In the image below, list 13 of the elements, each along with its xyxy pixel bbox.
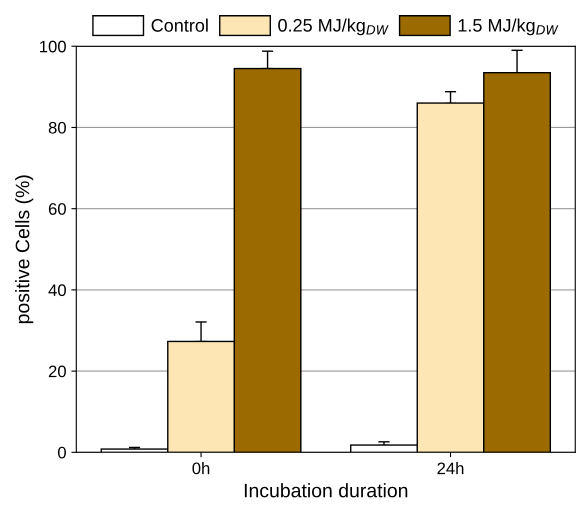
legend-label: 1.5 MJ/kg$_{DW}$ <box>458 18 558 36</box>
x-axis-title: Incubation duration <box>244 483 408 498</box>
x-tick-label: 24h <box>437 462 464 474</box>
y-axis-title: positive Cells (%) <box>15 175 34 324</box>
y-tick-label: 80 <box>48 122 66 134</box>
y-tick-label: 100 <box>40 40 66 52</box>
legend-label: Control <box>152 18 208 32</box>
y-tick-label: 0 <box>58 446 66 459</box>
x-tick-label: 0h <box>192 462 210 474</box>
y-tick-label: 60 <box>48 203 66 215</box>
y-tick-label: 20 <box>48 366 66 378</box>
legend-label: 0.25 MJ/kg$_{DW}$ <box>278 18 389 36</box>
y-tick-label: 40 <box>48 284 66 296</box>
